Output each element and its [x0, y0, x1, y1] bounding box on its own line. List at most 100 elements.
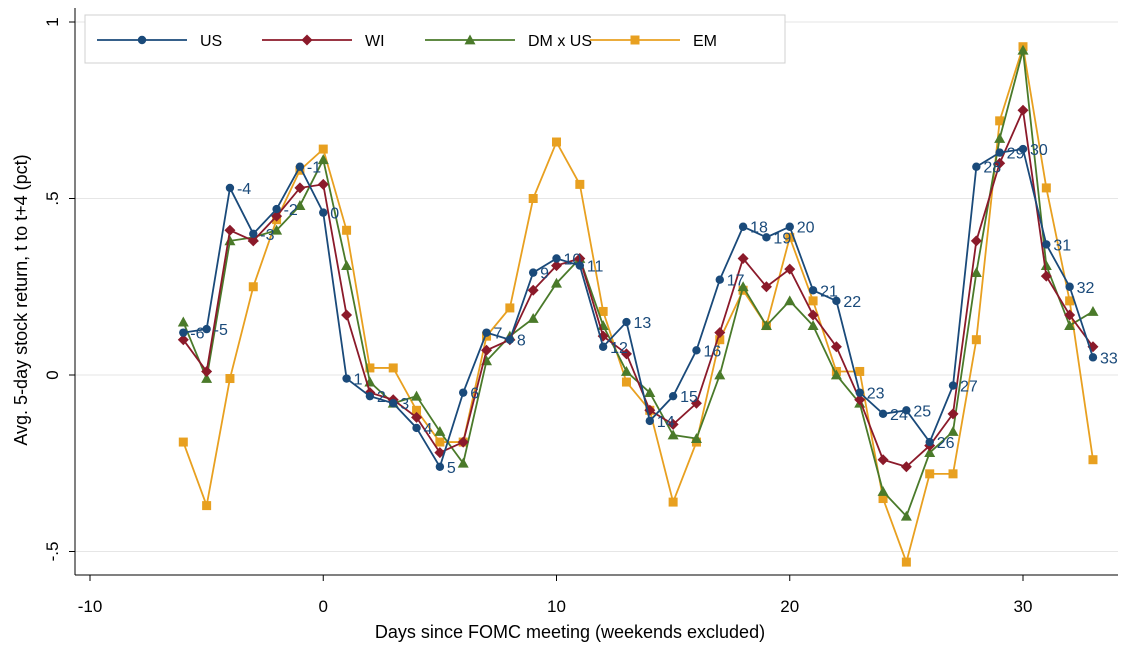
x-axis-title: Days since FOMC meeting (weekends exclud… [375, 622, 765, 642]
data-point [225, 183, 235, 193]
us-point-label: 18 [750, 220, 768, 237]
data-point [1087, 305, 1099, 316]
data-point [924, 447, 936, 458]
data-point [248, 282, 258, 292]
data-point [294, 200, 306, 210]
series-line [183, 148, 1094, 469]
data-point [412, 405, 422, 415]
data-point [342, 374, 351, 383]
data-point [620, 365, 632, 376]
data-point [807, 320, 819, 330]
data-point [457, 457, 469, 468]
data-point [947, 425, 959, 436]
data-point [598, 306, 608, 316]
us-point-label: 31 [1053, 237, 1071, 254]
data-point [342, 225, 352, 235]
data-point [365, 363, 375, 373]
us-point-label: 19 [773, 230, 791, 247]
data-point [784, 263, 796, 275]
data-point [715, 275, 724, 284]
data-point [714, 327, 726, 339]
data-point [202, 501, 212, 511]
data-point [598, 342, 608, 351]
us-point-label: -3 [260, 227, 274, 244]
x-tick-label: 10 [547, 597, 566, 616]
data-point [830, 369, 842, 380]
us-point-label: 15 [680, 389, 698, 406]
us-point-label: 6 [470, 386, 479, 403]
data-point [947, 408, 959, 420]
us-point-label: 23 [867, 386, 885, 403]
y-tick-label: 0 [43, 370, 62, 379]
data-point [552, 137, 561, 147]
data-point [901, 557, 911, 567]
data-point [715, 335, 725, 345]
series-us [179, 144, 1098, 471]
us-point-label: 4 [424, 421, 433, 438]
series-dm-x-us [177, 44, 1099, 521]
data-point [527, 284, 539, 296]
data-point [1065, 282, 1074, 291]
data-point [1088, 353, 1098, 362]
us-point-label: 13 [633, 315, 651, 332]
data-point [630, 35, 640, 45]
data-point [1065, 296, 1075, 306]
legend-label: US [200, 33, 222, 50]
data-point [1041, 183, 1051, 193]
data-point [505, 335, 515, 344]
data-point [1064, 320, 1076, 330]
us-point-label: 26 [937, 435, 955, 452]
us-point-label: 25 [913, 403, 931, 420]
data-point [995, 148, 1004, 157]
data-point [900, 461, 912, 473]
y-tick-label: 1 [43, 17, 62, 26]
series-em [178, 42, 1098, 567]
legend-item-dm-x-us: DM x US [425, 33, 592, 50]
legend-item-em: EM [590, 33, 717, 50]
data-point [785, 232, 795, 242]
data-point [1064, 309, 1076, 321]
us-point-label: 24 [890, 407, 908, 424]
data-point [925, 437, 934, 447]
legend-label: EM [693, 33, 717, 50]
us-point-label: 10 [564, 252, 582, 269]
data-point [667, 418, 679, 430]
data-point [690, 433, 702, 443]
us-point-label: 16 [703, 343, 721, 360]
data-point [668, 391, 678, 401]
us-point-label: -6 [190, 326, 204, 343]
us-point-label: 17 [727, 273, 745, 290]
us-point-label: 12 [610, 340, 628, 357]
data-point [202, 324, 211, 334]
data-point [341, 309, 353, 321]
us-point-label: 33 [1100, 350, 1118, 367]
data-point [784, 295, 796, 306]
data-point [178, 437, 188, 447]
data-point [620, 348, 632, 360]
us-point-label: 2 [377, 389, 386, 406]
legend-label: DM x US [528, 33, 592, 50]
data-point [295, 162, 305, 171]
data-point [551, 260, 562, 272]
data-point [272, 204, 281, 214]
series-line [182, 50, 1094, 518]
us-point-label: 9 [540, 266, 549, 283]
us-point-label: 8 [517, 333, 526, 350]
x-tick-label: 20 [780, 597, 799, 616]
data-point [459, 388, 468, 397]
us-point-label: 27 [960, 379, 978, 396]
data-point [528, 194, 538, 203]
us-point-label: 3 [400, 396, 409, 413]
data-point [341, 260, 353, 270]
data-point [762, 233, 771, 242]
legend-item-wi: WI [262, 33, 385, 50]
data-point [830, 341, 842, 353]
us-point-label: -1 [307, 160, 321, 177]
legend-box [84, 14, 786, 64]
us-point-label: 5 [447, 460, 456, 477]
data-point [294, 182, 306, 194]
data-point [528, 268, 538, 277]
data-point [995, 116, 1005, 126]
data-point [877, 485, 889, 496]
us-point-label: -5 [214, 322, 228, 339]
